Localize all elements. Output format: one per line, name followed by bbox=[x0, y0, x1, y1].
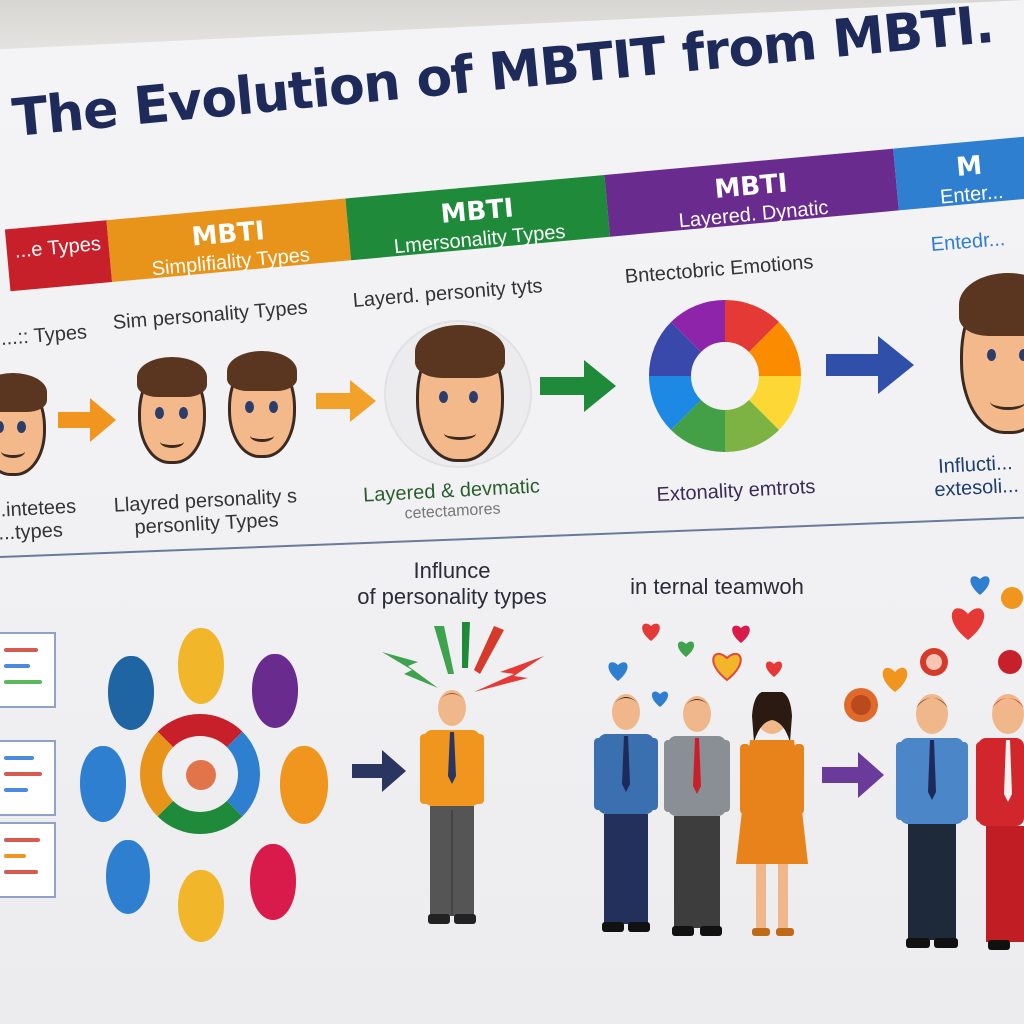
person-icon bbox=[420, 690, 484, 931]
heart-icon bbox=[606, 660, 630, 682]
person-icon bbox=[664, 696, 730, 945]
stage-caption-3: Layered & devmatic cetectamores bbox=[351, 475, 553, 526]
heart-icon bbox=[842, 686, 880, 724]
stage-caption-4: Extonality emtrots bbox=[626, 474, 847, 508]
document-icon bbox=[0, 632, 56, 708]
stage-caption-1: ...intetees ...types bbox=[0, 496, 77, 546]
teamwork-label: in ternal teamwoh bbox=[630, 574, 804, 599]
heart-icon bbox=[948, 604, 988, 642]
heart-icon bbox=[968, 574, 992, 596]
arrow-right-icon bbox=[316, 380, 376, 422]
person-icon bbox=[732, 691, 812, 947]
heart-icon bbox=[996, 648, 1024, 676]
arrow-right-icon bbox=[540, 360, 616, 412]
heart-icon bbox=[710, 650, 744, 682]
heart-icon bbox=[764, 660, 784, 678]
mask-icon bbox=[250, 844, 296, 920]
caption-line: ...types bbox=[0, 519, 64, 545]
arrow-right-icon bbox=[58, 398, 116, 442]
document-icon bbox=[0, 822, 56, 898]
lightning-icon bbox=[378, 622, 548, 702]
heart-icon bbox=[640, 622, 662, 642]
mask-icon bbox=[252, 654, 298, 728]
stage-sublabel-5: Entedr... bbox=[930, 228, 1006, 256]
stage-header-1: ...e Types bbox=[4, 220, 113, 292]
color-wheel-icon bbox=[648, 298, 802, 454]
influence-label-line2: of personality types bbox=[357, 584, 547, 609]
person-icon bbox=[594, 694, 658, 939]
person-icon bbox=[976, 694, 1024, 959]
heart-icon bbox=[880, 664, 910, 694]
arrow-right-icon bbox=[822, 752, 884, 798]
mask-icon bbox=[106, 840, 150, 914]
face-icon bbox=[137, 357, 207, 464]
mask-icon bbox=[178, 870, 224, 942]
mask-icon bbox=[280, 746, 328, 824]
heart-icon bbox=[676, 640, 696, 658]
face-icon bbox=[0, 373, 47, 476]
influence-label: Influnce of personality types bbox=[336, 558, 568, 610]
stage-caption-2: Llayred personality s personlity Types bbox=[105, 485, 307, 541]
influence-label-line1: Influnce bbox=[413, 558, 491, 583]
stage-header-5: M Enter... bbox=[893, 135, 1024, 211]
person-icon bbox=[896, 694, 968, 955]
face-icon bbox=[227, 351, 297, 458]
stage-subheading-1: ...e Types bbox=[13, 232, 102, 263]
heart-icon bbox=[1000, 586, 1024, 610]
heart-icon bbox=[918, 646, 950, 678]
face-icon bbox=[959, 273, 1024, 434]
mask-icon bbox=[186, 760, 216, 790]
mask-icon bbox=[80, 746, 126, 822]
arrow-right-icon bbox=[826, 336, 914, 394]
mask-icon bbox=[178, 628, 224, 704]
mask-icon bbox=[108, 656, 154, 730]
arrow-right-icon bbox=[352, 750, 406, 792]
face-icon bbox=[415, 325, 505, 462]
heart-icon bbox=[730, 624, 752, 644]
caption-line: extesoli... bbox=[933, 474, 1020, 502]
caption-line: Extonality emtrots bbox=[656, 475, 816, 507]
heart-icon bbox=[650, 690, 670, 708]
document-icon bbox=[0, 740, 56, 816]
stage-caption-5: Influcti... extesoli... bbox=[927, 452, 1024, 503]
